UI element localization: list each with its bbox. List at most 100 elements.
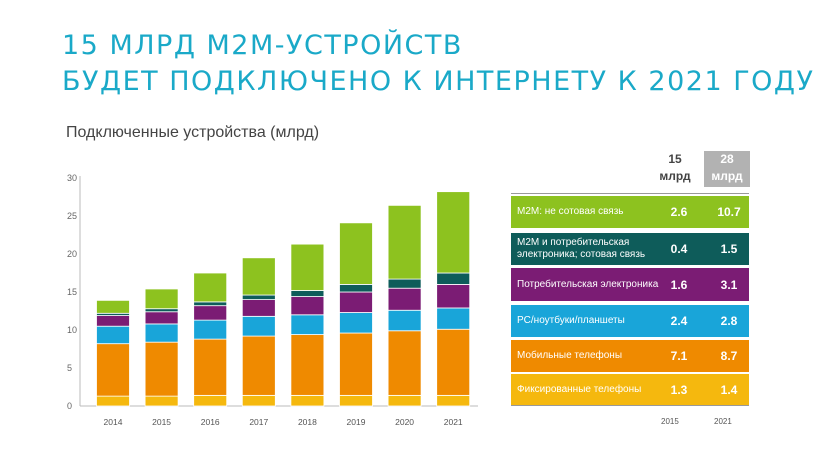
bar-segment	[436, 328, 471, 396]
bar-segment	[387, 278, 422, 289]
y-tick-label: 10	[67, 325, 77, 335]
legend-row: М2М: не сотовая связь 2.6 10.7	[511, 196, 749, 228]
legend-row-value-2015: 7.1	[670, 349, 688, 363]
x-tick-label: 2018	[298, 417, 317, 427]
bar-segment	[193, 301, 228, 307]
bar-segment	[339, 312, 373, 334]
bar-segment	[436, 394, 471, 407]
bar-segment	[96, 395, 130, 407]
legend-row-value-2015: 2.4	[670, 314, 688, 328]
legend-row: Мобильные телефоны 7.1 8.7	[511, 340, 749, 372]
x-tick-label: 2019	[347, 417, 366, 427]
y-tick-label: 25	[67, 211, 77, 221]
legend-row-label: Потребительская электроника	[517, 278, 659, 290]
table-footer-2015: 2015	[661, 417, 679, 426]
legend-row-label: Фиксированные телефоны	[517, 383, 642, 395]
bar-segment	[144, 395, 179, 407]
bar-segment	[387, 287, 422, 311]
bar-segment	[96, 299, 130, 314]
bar-segment	[339, 283, 373, 293]
bar-segment	[193, 338, 228, 396]
legend-row: PC/ноутбуки/планшеты 2.4 2.8	[511, 305, 749, 337]
bar-segment	[96, 343, 130, 397]
legend-row-value-2015: 2.6	[670, 205, 688, 219]
table-header-2021: 28 млрд	[704, 151, 750, 187]
legend-row-value-2015: 1.6	[670, 277, 688, 292]
bar-segment	[241, 315, 276, 337]
bar-segment	[290, 290, 325, 297]
bar-segment	[193, 394, 228, 407]
bar-segment	[290, 394, 325, 407]
legend-row: М2М и потребительская электроника; сотов…	[511, 233, 749, 265]
table-footer-2021: 2021	[714, 417, 732, 426]
table-header-2015: 15 млрд	[652, 151, 698, 187]
bar-segment	[96, 315, 130, 327]
bar-segment	[290, 314, 325, 335]
bar-segment	[193, 319, 228, 340]
bar-segment	[387, 204, 422, 280]
legend-row: Фиксированные телефоны 1.3 1.4	[511, 374, 749, 405]
bar-segment	[290, 243, 325, 291]
y-tick-label: 0	[67, 401, 72, 411]
legend-row-value-2015: 0.4	[670, 242, 688, 256]
x-tick-label: 2015	[152, 417, 171, 427]
bar-segment	[436, 191, 471, 274]
bar-segment	[241, 257, 276, 296]
bar-segment	[241, 294, 276, 301]
legend-row-value-2021: 2.8	[720, 314, 738, 328]
bar-segment	[96, 325, 130, 345]
legend-row-value-2021: 10.7	[717, 205, 741, 219]
bar-segment	[290, 296, 325, 316]
table-bottom-rule	[511, 405, 749, 406]
x-tick-label: 2020	[395, 417, 414, 427]
bar-segment	[436, 283, 471, 309]
y-tick-label: 20	[67, 249, 77, 259]
bar-segment	[193, 305, 228, 321]
legend-row-value-2021: 1.5	[720, 242, 738, 256]
x-tick-label: 2017	[249, 417, 268, 427]
legend-row-value-2021: 8.7	[720, 349, 738, 363]
bar-segment	[387, 309, 422, 332]
bar-segment	[144, 288, 179, 310]
title-line-1: 15 МЛРД М2М-УСТРОЙСТВ	[62, 30, 463, 61]
legend-row: Потребительская электроника 1.6 3.1	[511, 268, 749, 301]
legend-row-value-2021: 1.4	[720, 382, 738, 397]
bar-segment	[339, 394, 373, 407]
bar-segment	[339, 291, 373, 313]
header-2021-value: 28	[720, 152, 734, 166]
bar-segment	[387, 394, 422, 407]
y-tick-label: 15	[67, 287, 77, 297]
bar-segment	[387, 330, 422, 396]
bar-segment	[436, 307, 471, 330]
bar-segment	[144, 341, 179, 397]
bar-segment	[241, 335, 276, 396]
bar-segment	[241, 299, 276, 317]
bar-segment	[436, 272, 471, 285]
bar-segment	[339, 222, 373, 285]
header-2015-value: 15	[668, 152, 682, 166]
header-2015-unit: млрд	[659, 169, 691, 183]
bar-segment	[290, 334, 325, 396]
legend-row-label: PC/ноутбуки/планшеты	[517, 315, 625, 326]
bar-segment	[144, 311, 179, 325]
table-top-rule	[511, 193, 749, 194]
legend-row-label: М2М: не сотовая связь	[517, 206, 624, 217]
x-tick-label: 2016	[201, 417, 220, 427]
chart-subtitle: Подключенные устройства (млрд)	[66, 124, 320, 141]
bar-segment	[144, 323, 179, 343]
header-2021-unit: млрд	[711, 169, 743, 183]
legend-row-value-2021: 3.1	[720, 277, 738, 292]
legend-row-value-2015: 1.3	[670, 382, 688, 397]
x-tick-label: 2014	[104, 417, 123, 427]
legend-row-label: М2М и потребительская электроника; сотов…	[517, 237, 646, 260]
bar-segment	[339, 332, 373, 396]
title-line-2: БУДЕТ ПОДКЛЮЧЕНО К ИНТЕРНЕТУ К 2021 ГОДУ	[62, 66, 815, 97]
bar-segment	[241, 394, 276, 407]
legend-row-label: Мобильные телефоны	[517, 350, 623, 361]
y-tick-label: 30	[67, 173, 77, 183]
bar-segment	[144, 308, 179, 313]
x-tick-label: 2021	[444, 417, 463, 427]
bar-segment	[193, 272, 228, 303]
y-tick-label: 5	[67, 363, 72, 373]
